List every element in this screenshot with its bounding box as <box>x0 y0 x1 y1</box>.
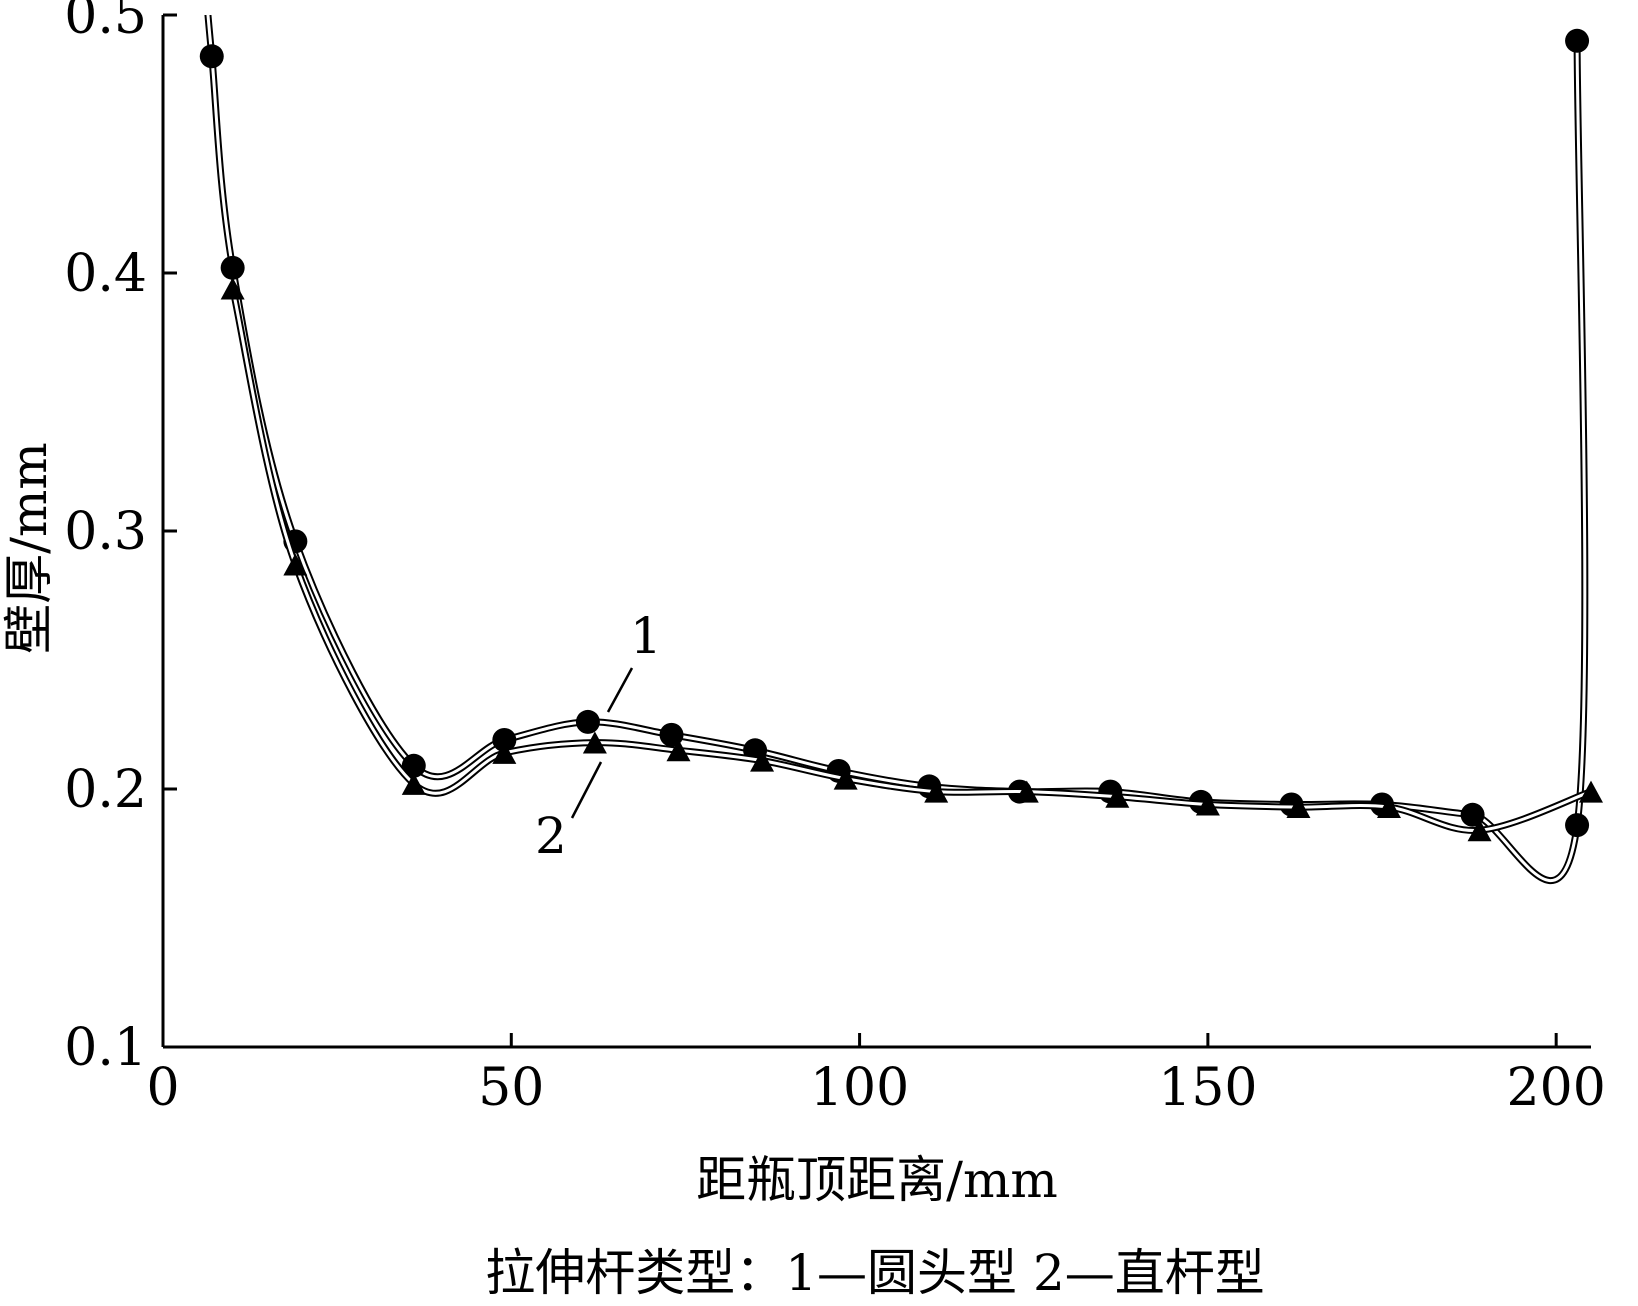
figure-caption: 拉伸杆类型：1—圆头型 2—直杆型 <box>485 1244 1265 1302</box>
y-axis-title: 壁厚/mm <box>0 442 58 654</box>
plot-area: 0 50 100 150 200 0.1 0.2 0.3 0.4 0.5 1 2 <box>64 0 1606 1118</box>
series-2-point <box>1467 819 1492 842</box>
series-1-point <box>199 44 224 69</box>
series-1-line-outer <box>204 15 1589 884</box>
series-2-point <box>1579 780 1603 803</box>
x-ticks: 0 50 100 150 200 <box>146 1033 1606 1118</box>
series-layer <box>199 15 1603 884</box>
series-2-point <box>924 780 949 803</box>
series-2-point <box>1376 796 1401 819</box>
x-tick-label: 50 <box>478 1058 544 1118</box>
x-axis-title: 距瓶顶距离/mm <box>696 1151 1058 1209</box>
series-2-line-inner <box>231 288 1592 832</box>
series-2-leader <box>570 761 603 819</box>
series-2 <box>220 277 1603 842</box>
y-tick-label: 0.2 <box>64 760 147 820</box>
series-2-point <box>666 739 691 762</box>
series-2-point <box>1014 780 1039 803</box>
annotation-layer: 1 2 <box>535 607 662 865</box>
series-2-point <box>283 553 308 576</box>
series-2-point <box>582 731 607 754</box>
series-2-point <box>1105 785 1130 808</box>
series-1-point <box>1460 802 1485 827</box>
x-tick-label: 100 <box>810 1058 909 1118</box>
y-tick-label: 0.4 <box>64 244 147 304</box>
series-1-label: 1 <box>630 607 662 665</box>
series-2-point <box>1286 796 1311 819</box>
series-2-point <box>220 277 245 300</box>
series-1-leader <box>606 667 634 713</box>
series-2-point <box>492 741 517 764</box>
series-1-point <box>1565 813 1590 838</box>
x-tick-label: 150 <box>1158 1058 1257 1118</box>
series-1-point <box>492 727 517 752</box>
series-1-line-inner <box>206 15 1587 883</box>
series-2-point <box>1195 793 1220 816</box>
series-1-point <box>575 709 600 734</box>
series-2-label: 2 <box>535 807 567 865</box>
series-2-point <box>750 749 775 772</box>
x-tick-label: 200 <box>1507 1058 1606 1118</box>
y-tick-label: 0.3 <box>64 502 147 562</box>
series-1-point <box>220 255 245 280</box>
series-1 <box>199 15 1590 884</box>
x-tick-label: 0 <box>146 1058 179 1118</box>
series-2-point <box>833 767 858 790</box>
series-1-point <box>401 753 426 778</box>
series-1-point <box>1565 28 1590 53</box>
y-ticks: 0.1 0.2 0.3 0.4 0.5 <box>64 0 177 1078</box>
y-tick-label: 0.1 <box>64 1018 147 1078</box>
series-2-line-outer <box>229 287 1593 834</box>
series-2-point <box>401 772 426 795</box>
y-tick-label: 0.5 <box>64 0 147 46</box>
series-1-point <box>659 722 684 747</box>
